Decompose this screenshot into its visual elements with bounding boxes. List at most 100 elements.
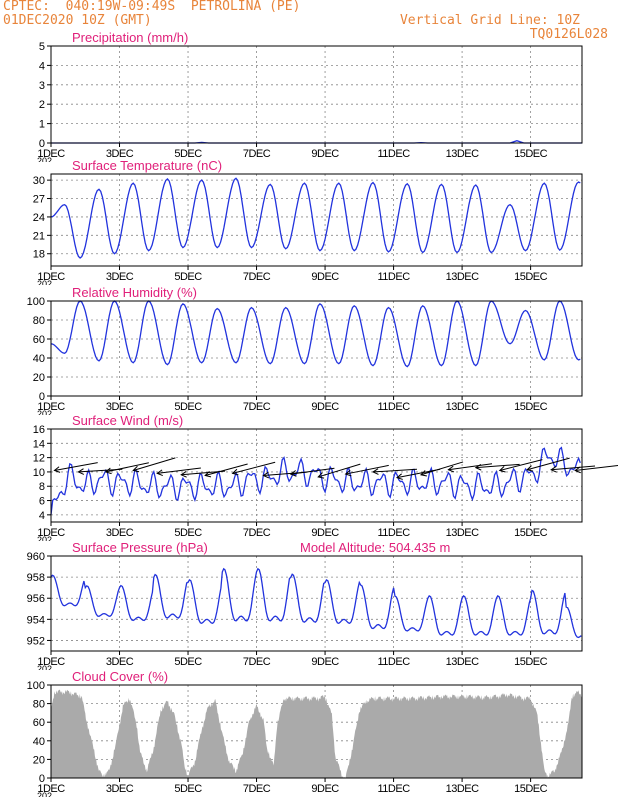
x-tick-label: 3DEC — [106, 148, 134, 160]
x-tick-label: 11DEC — [378, 783, 411, 795]
wind-arrow-head — [289, 470, 297, 477]
cloud-cover-area — [51, 689, 582, 778]
x-tick-label: 13DEC — [446, 271, 480, 283]
y-tick-label: 20 — [33, 372, 45, 384]
x-tick-label: 15DEC — [514, 271, 548, 283]
wind-arrow — [345, 464, 389, 475]
x-tick-label: 15DEC — [514, 783, 548, 795]
x-tick-label: 11DEC — [378, 656, 411, 668]
y-tick-label: 960 — [27, 551, 45, 563]
x-year-label-clipped: 202 — [37, 535, 52, 545]
temp-series-line — [50, 177, 581, 259]
wind-arrow — [54, 462, 98, 471]
wind-arrow-head — [231, 468, 239, 476]
wind-arrow-head — [498, 466, 506, 473]
y-tick-label: 6 — [39, 496, 45, 508]
wind-arrow-head — [262, 471, 270, 479]
x-tick-label: 15DEC — [514, 656, 548, 668]
y-tick-label: 3 — [39, 80, 45, 92]
x-tick-label: 7DEC — [243, 271, 271, 283]
y-tick-label: 0 — [39, 773, 45, 785]
wind-arrow-head — [526, 465, 534, 472]
wind-title: Surface Wind (m/s) — [72, 413, 183, 428]
x-tick-label: 7DEC — [243, 527, 271, 539]
x-tick-label: 11DEC — [378, 527, 411, 539]
x-tick-label: 7DEC — [243, 656, 271, 668]
wind-arrow-head — [371, 468, 379, 475]
y-tick-label: 40 — [33, 353, 45, 365]
wind-arrow-head — [344, 469, 352, 477]
x-tick-label: 1DEC — [37, 271, 65, 283]
y-tick-label: 14 — [33, 438, 45, 450]
wind-arrow-head — [474, 463, 482, 471]
y-tick-label: 60 — [33, 717, 45, 729]
x-tick-label: 15DEC — [514, 527, 548, 539]
wind-arrow-head — [156, 469, 163, 477]
vertical-grid-note: Vertical Grid Line: 10Z — [399, 13, 580, 28]
wind-arrow-head — [317, 472, 325, 479]
y-tick-label: 30 — [33, 175, 45, 187]
x-tick-label: 9DEC — [311, 148, 339, 160]
panel-frame — [50, 684, 583, 779]
x-tick-label: 13DEC — [446, 401, 480, 413]
x-tick-label: 1DEC — [37, 656, 65, 668]
run-code: TQ0126L028 — [529, 27, 608, 42]
panel-frame — [50, 555, 583, 652]
y-tick-label: 18 — [33, 249, 45, 261]
panel-wind: 4 6 8 10 12 14 16 1DEC 3DEC 5DEC 7DEC 9DEC 11DEC 13DE… — [33, 413, 618, 545]
panel-frame — [50, 45, 583, 144]
wind-arrow-head — [77, 468, 85, 475]
y-tick-label: 1 — [39, 119, 45, 131]
x-tick-label: 3DEC — [106, 401, 134, 413]
x-tick-label: 1DEC — [37, 401, 65, 413]
wind-arrow — [499, 459, 543, 471]
x-tick-label: 11DEC — [378, 148, 411, 160]
y-tick-label: 80 — [33, 315, 45, 327]
y-tick-label: 40 — [33, 736, 45, 748]
wind-arrow — [105, 462, 149, 473]
x-tick-label: 3DEC — [106, 271, 134, 283]
pressure-series-line — [50, 567, 582, 639]
x-tick-label: 13DEC — [446, 527, 480, 539]
panel-temp: 18 21 24 27 30 1DEC 3DEC 5DEC 7DEC 9DEC 11DEC 13DEC… — [33, 158, 583, 289]
rh-series-line — [50, 300, 581, 368]
wind-arrow-head — [132, 465, 140, 473]
panel-pressure: 952 954 956 958 960 1DEC 3DEC 5DEC 7DEC 9DEC 11DEC… — [27, 540, 583, 674]
panel-rh: 0 20 40 60 80 100 1DEC 3DEC 5DEC 7DEC 9DEC 11DEC 13D… — [27, 285, 583, 419]
x-tick-label: 7DEC — [243, 783, 271, 795]
x-tick-label: 9DEC — [311, 656, 339, 668]
wind-series-line — [50, 446, 581, 515]
panel-frame — [50, 300, 583, 397]
x-year-label-clipped: 202 — [37, 664, 52, 674]
y-tick-label: 0 — [39, 391, 45, 403]
y-tick-label: 80 — [33, 699, 45, 711]
wind-arrow-head — [53, 466, 61, 473]
y-tick-label: 954 — [27, 614, 45, 626]
y-tick-label: 8 — [39, 481, 45, 493]
x-tick-label: 5DEC — [174, 527, 202, 539]
x-year-label-clipped: 202 — [37, 156, 52, 166]
x-tick-label: 7DEC — [243, 401, 271, 413]
x-tick-label: 9DEC — [311, 783, 339, 795]
panel-frame — [50, 173, 583, 267]
temp-title: Surface Temperature (nC) — [72, 158, 222, 173]
x-tick-label: 9DEC — [311, 401, 339, 413]
y-tick-label: 20 — [33, 754, 45, 766]
y-tick-label: 958 — [27, 572, 45, 584]
y-tick-label: 952 — [27, 635, 45, 647]
panel-precip: 0 1 2 3 4 5 1DEC 3DEC 5DEC 7DEC 9DEC 11DEC 13DEC 15DE… — [37, 30, 583, 166]
x-tick-label: 5DEC — [174, 401, 202, 413]
y-tick-label: 10 — [33, 467, 45, 479]
x-tick-label: 5DEC — [174, 783, 202, 795]
y-tick-label: 956 — [27, 593, 45, 605]
x-tick-label: 15DEC — [514, 401, 548, 413]
x-tick-label: 11DEC — [378, 401, 411, 413]
wind-arrow-head — [550, 466, 557, 473]
y-tick-label: 5 — [39, 41, 45, 53]
cloud-title: Cloud Cover (%) — [72, 669, 168, 684]
x-tick-label: 5DEC — [174, 271, 202, 283]
x-year-label-clipped: 202 — [37, 791, 52, 800]
x-tick-label: 7DEC — [243, 148, 271, 160]
x-tick-label: 3DEC — [106, 527, 134, 539]
